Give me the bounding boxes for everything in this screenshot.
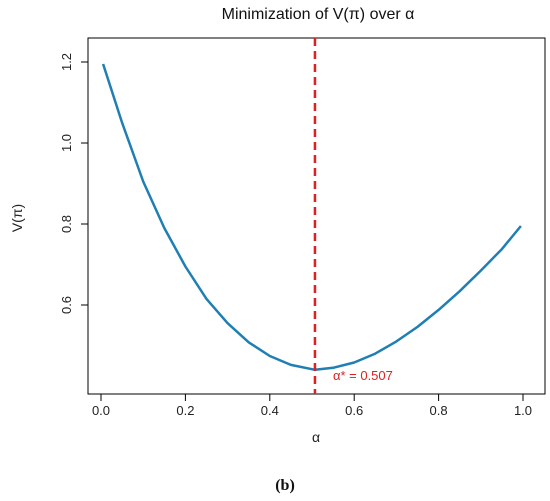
y-axis-title: V(π) <box>9 204 25 232</box>
y-tick-label: 0.6 <box>59 296 74 314</box>
y-tick-label: 0.8 <box>59 215 74 233</box>
x-tick-label: 0.4 <box>261 403 279 418</box>
x-tick-label: 0.6 <box>345 403 363 418</box>
x-tick-label: 0.0 <box>92 403 110 418</box>
y-tick-label: 1.2 <box>59 53 74 71</box>
series-line <box>101 63 522 372</box>
panel-label: (b) <box>275 477 295 494</box>
x-axis: 0.0 0.2 0.4 0.6 0.8 1.0 <box>92 394 532 418</box>
optimum-annotation: α* = 0.507 <box>333 368 393 383</box>
x-axis-title: α <box>312 429 320 445</box>
plot-frame <box>87 37 546 395</box>
chart-title: Minimization of V(π) over α <box>222 6 415 23</box>
x-tick-label: 0.2 <box>176 403 194 418</box>
y-axis: 0.6 0.8 1.0 1.2 <box>59 53 88 314</box>
y-tick-label: 1.0 <box>59 134 74 152</box>
x-tick-label: 1.0 <box>514 403 532 418</box>
x-tick-label: 0.8 <box>430 403 448 418</box>
